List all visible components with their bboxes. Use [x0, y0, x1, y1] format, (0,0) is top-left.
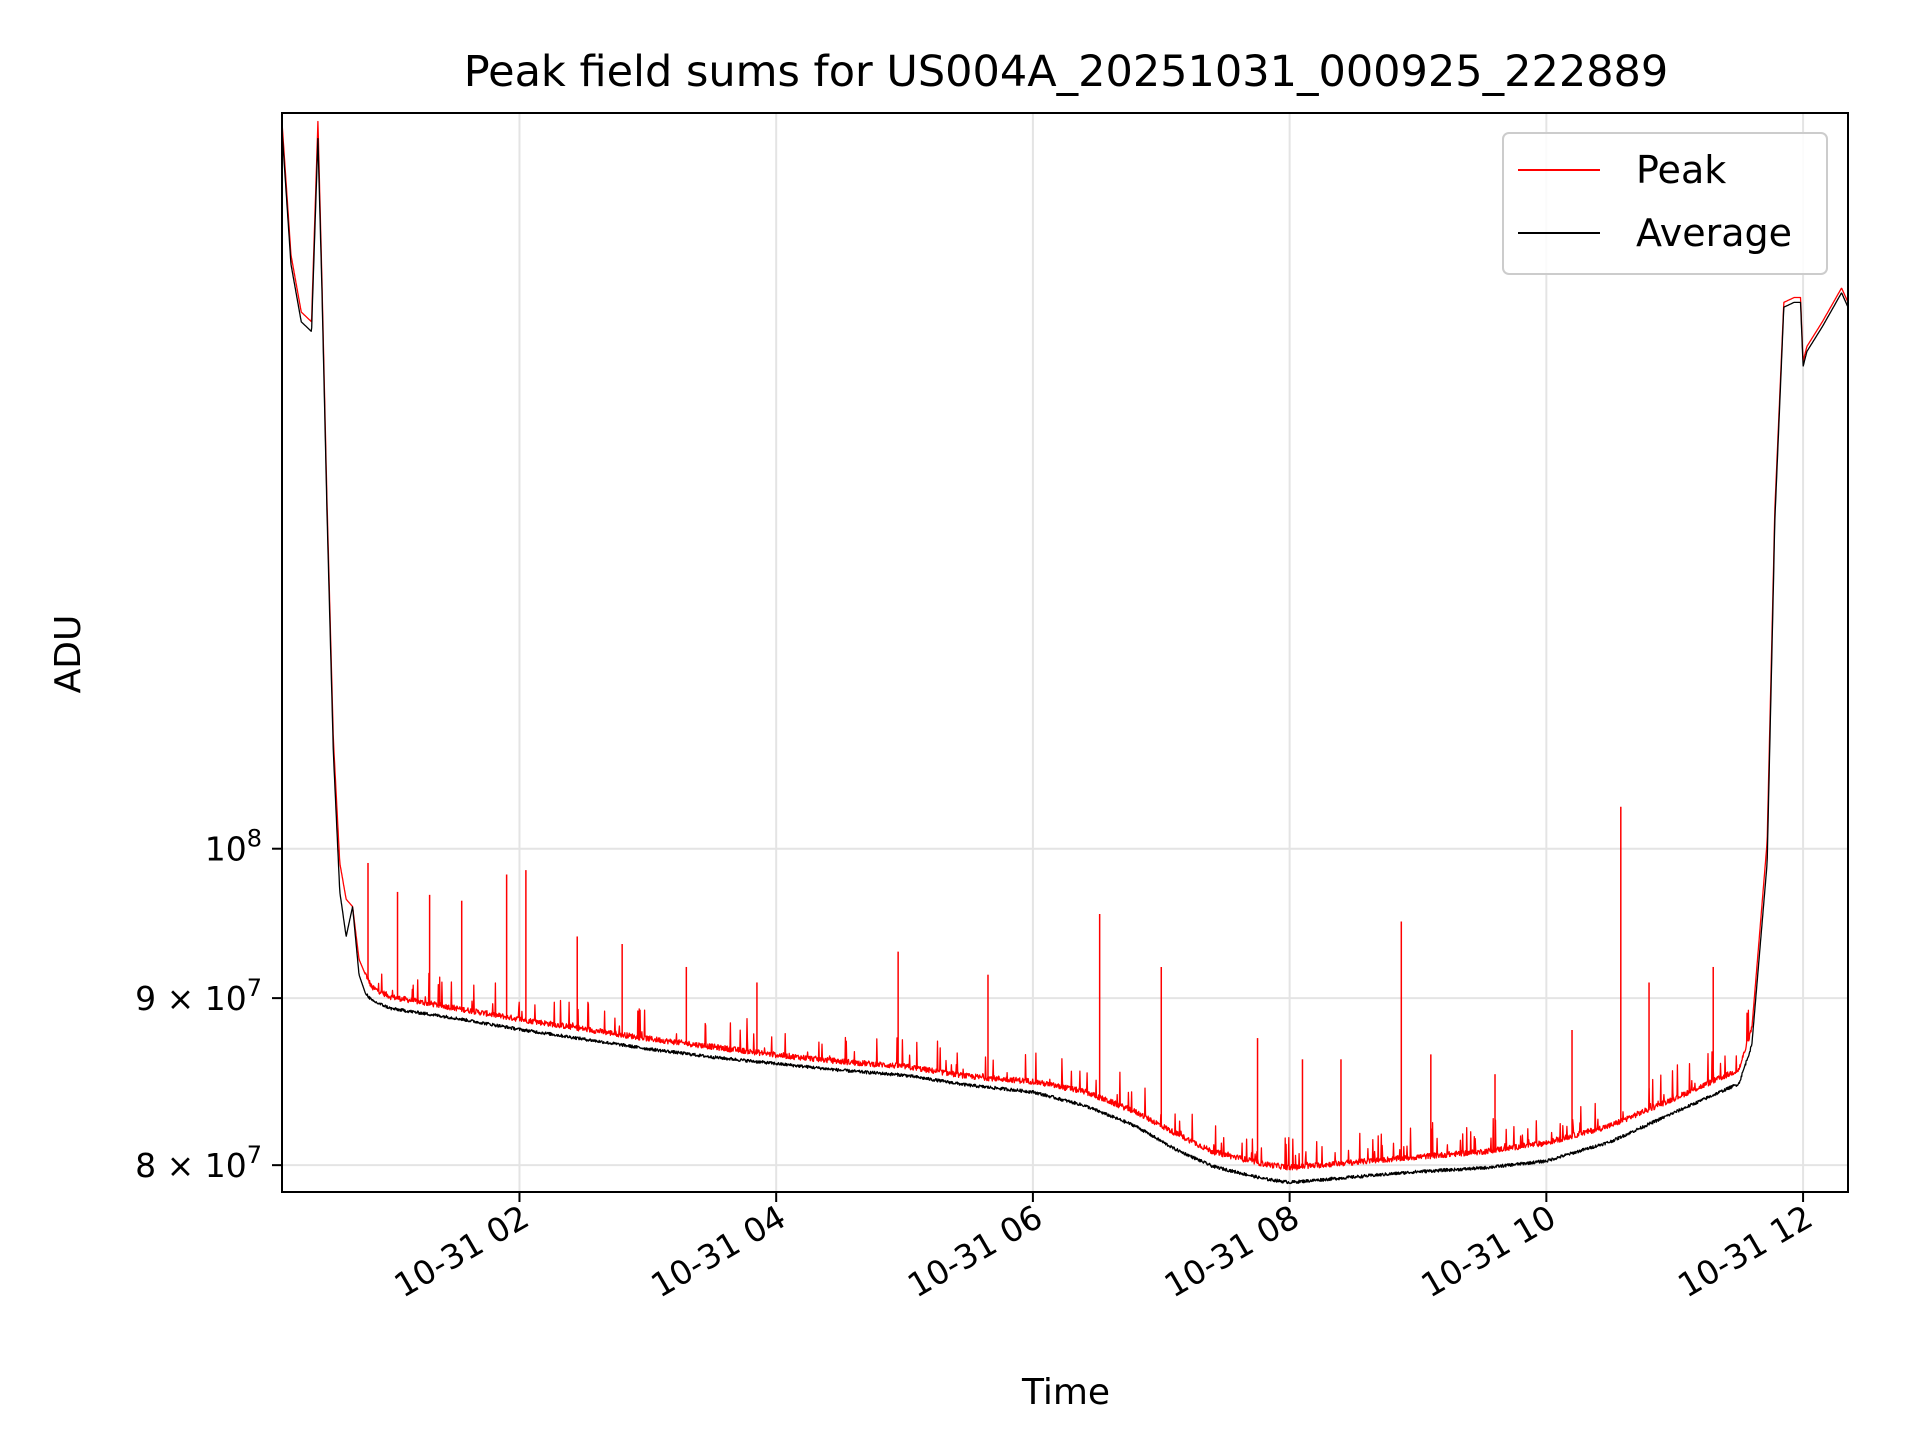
y-tick-label-exp: 7	[247, 974, 262, 1002]
series-layer	[282, 120, 1848, 1185]
y-tick-label-base: 10	[205, 830, 247, 869]
y-axis-label: ADU	[48, 615, 89, 694]
legend: Peak Average	[1502, 132, 1828, 275]
y-tick-label-base: 10	[205, 979, 247, 1018]
chart-title: Peak field sums for US004A_20251031_0009…	[464, 47, 1669, 97]
y-tick-label-mantissa: 8	[135, 1146, 156, 1185]
y-tick-label-mantissa: 9	[135, 979, 156, 1018]
y-tick-label-base: 10	[205, 1146, 247, 1185]
series-peak-line	[282, 120, 1848, 1171]
plot-frame	[281, 112, 1849, 1193]
y-tick-label-sep: ×	[156, 1146, 205, 1185]
legend-average-label: Average	[1636, 211, 1792, 255]
legend-box	[1502, 132, 1828, 275]
y-tick-label-exp: 8	[247, 825, 262, 853]
x-axis-label: Time	[1021, 1372, 1110, 1413]
legend-peak-label: Peak	[1636, 148, 1726, 192]
y-tick-label-exp: 7	[247, 1141, 262, 1169]
y-tick-label-sep: ×	[156, 979, 205, 1018]
series-average-line	[282, 129, 1848, 1185]
y-tick-label: 108	[205, 825, 262, 869]
y-tick-label: 9 × 107	[135, 974, 262, 1018]
grid-layer	[282, 113, 1848, 1192]
y-tick-label: 8 × 107	[135, 1141, 262, 1185]
